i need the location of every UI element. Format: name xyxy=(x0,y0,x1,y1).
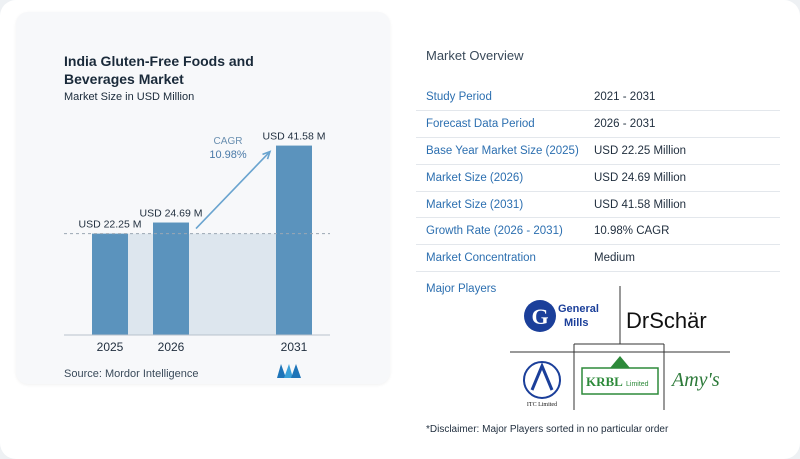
overview-table: Study Period 2021 - 2031 Forecast Data Per… xyxy=(416,84,780,273)
cagr-label: CAGR xyxy=(214,136,243,147)
overview-row: Market Size (2031) USD 41.58 Million xyxy=(416,191,780,219)
krbl-text: KRBL xyxy=(586,374,623,389)
cagr-arrow-line xyxy=(195,151,271,230)
cagr-arrow-head xyxy=(262,150,272,160)
chart-title: India Gluten-Free Foods and Beverages Ma… xyxy=(64,52,324,88)
krbl-limited-text: Limited xyxy=(626,381,649,388)
tick-label-2026: 2026 xyxy=(158,340,185,354)
overview-row: Growth Rate (2026 - 2031) 10.98% CAGR xyxy=(416,217,780,246)
overview-row-value: Medium xyxy=(586,244,780,273)
overview-row-value: USD 24.69 Million xyxy=(586,164,780,192)
overview-row-key: Forecast Data Period xyxy=(416,110,586,139)
bar-2031 xyxy=(276,145,312,335)
overview-row: Base Year Market Size (2025) USD 22.25 Mi… xyxy=(416,137,780,165)
data-label-2025: USD 22.25 M xyxy=(78,219,141,231)
dr-schar-text: DrSchär xyxy=(626,308,707,333)
data-label-2026: USD 24.69 M xyxy=(139,208,202,220)
itc-text: ITC Limited xyxy=(527,402,557,408)
amys-text: Amy's xyxy=(670,369,720,391)
source-label: Source: Mordor Intelligence xyxy=(64,368,199,380)
logo-itc: ITC Limited xyxy=(523,361,561,408)
overview-row-value: USD 22.25 Million xyxy=(586,137,780,165)
cagr-value: 10.98% xyxy=(209,149,247,161)
overview-row: Market Concentration Medium xyxy=(416,244,780,273)
logo-krbl: KRBL Limited xyxy=(581,356,659,395)
general-mills-line1: General xyxy=(558,303,599,315)
logo-dr-schar: DrSchär xyxy=(626,308,707,333)
chart-title-line1: India Gluten-Free Foods and xyxy=(64,53,254,69)
overview-row-value: USD 41.58 Million xyxy=(586,191,780,219)
tick-label-2031: 2031 xyxy=(281,340,308,354)
overview-row-value: 2026 - 2031 xyxy=(586,110,780,139)
chart-subtitle: Market Size in USD Million xyxy=(64,91,195,103)
overview-row: Market Size (2026) USD 24.69 Million xyxy=(416,164,780,192)
svg-text:G: G xyxy=(531,304,548,329)
overview-row-value: 10.98% CAGR xyxy=(586,217,780,246)
overview-row-key: Study Period xyxy=(416,84,586,112)
overview-row-value: 2021 - 2031 xyxy=(586,84,780,112)
data-label-2031: USD 41.58 M xyxy=(262,131,325,143)
overview-row-key: Market Concentration xyxy=(416,244,586,273)
overview-row-key: Market Size (2026) xyxy=(416,164,586,192)
mordor-logo-icon xyxy=(277,364,301,378)
logo-amys: Amy's xyxy=(670,369,720,391)
general-mills-line2: Mills xyxy=(564,317,588,329)
bar-2026 xyxy=(153,222,189,335)
overview-row: Forecast Data Period 2026 - 2031 xyxy=(416,110,780,139)
bar-2025 xyxy=(92,233,128,335)
logo-general-mills: G General Mills xyxy=(524,300,599,332)
overview-row-key: Market Size (2031) xyxy=(416,191,586,219)
major-players-logos: G General Mills DrSchär ITC Limited KRBL… xyxy=(510,286,730,410)
overview-row-key: Growth Rate (2026 - 2031) xyxy=(416,217,586,246)
major-players-label: Major Players xyxy=(426,283,497,295)
chart-title-line2: Beverages Market xyxy=(64,71,184,87)
overview-row: Study Period 2021 - 2031 xyxy=(416,84,780,112)
overview-row-key: Base Year Market Size (2025) xyxy=(416,137,586,165)
overview-title: Market Overview xyxy=(426,48,524,63)
tick-label-2025: 2025 xyxy=(97,340,124,354)
disclaimer-text: *Disclaimer: Major Players sorted in no … xyxy=(426,424,669,435)
